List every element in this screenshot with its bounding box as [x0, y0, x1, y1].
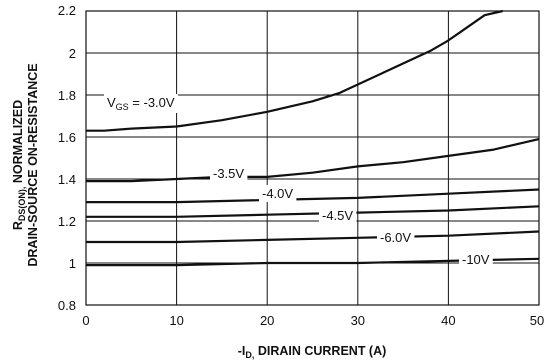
x-tick-label: 50 [530, 313, 544, 328]
series-line-45V [86, 205, 540, 218]
series-label-background [104, 94, 178, 113]
y-axis-title: RDS(ON), NORMALIZED DRAIN-SOURCE ON-RESI… [11, 63, 40, 266]
series-label-45V: -4.5V [322, 208, 353, 223]
x-tick-label: 20 [260, 313, 274, 328]
series-label-60V: -6.0V [380, 230, 411, 245]
series-line-60V [86, 230, 540, 244]
series-label-35V: -3.5V [213, 166, 244, 181]
y-tick-label: 2 [69, 46, 76, 61]
y-tick-label: 1.2 [58, 214, 76, 229]
y-tick-label: 1 [69, 256, 76, 271]
x-tick-label: 0 [82, 313, 89, 328]
series-line-35V [86, 138, 540, 183]
x-axis-title: -ID, DIRAIN CURRENT (A) [238, 344, 387, 360]
x-tick-label: 10 [169, 313, 183, 328]
x-tick-label: 40 [441, 313, 455, 328]
series-labels: VGS = -3.0V -3.5V -4.0V -4.5V -6.0V -10V [104, 94, 493, 268]
series-line-40V [86, 188, 540, 204]
series-label-30V: VGS = -3.0V [107, 95, 175, 112]
x-tick-label: 30 [351, 313, 365, 328]
plot-frame [85, 10, 540, 306]
series-label-40V: -4.0V [262, 186, 293, 201]
series-label-background [459, 251, 493, 268]
series-label-10V: -10V [462, 252, 490, 267]
series-label-background [377, 229, 415, 246]
series-line-30V [86, 9, 504, 132]
y-tick-label: 0.8 [58, 298, 76, 313]
series-label-background [259, 185, 297, 202]
y-tick-label: 1.8 [58, 88, 76, 103]
y-tick-label: 2.2 [58, 3, 76, 18]
tick-labels: 0 10 20 30 40 50 0.8 1 1.2 1.4 1.6 1.8 2 2.2 [58, 3, 544, 328]
series-label-background [210, 165, 248, 182]
series-label-background [319, 207, 357, 224]
y-tick-label: 1.4 [58, 172, 76, 187]
y-tick-label: 1.6 [58, 130, 76, 145]
svg-text:DRAIN-SOURCE ON-RESISTANCE: DRAIN-SOURCE ON-RESISTANCE [26, 63, 40, 266]
svg-text:RDS(ON), NORMALIZED: RDS(ON), NORMALIZED [11, 100, 27, 230]
series-lines [86, 9, 540, 267]
